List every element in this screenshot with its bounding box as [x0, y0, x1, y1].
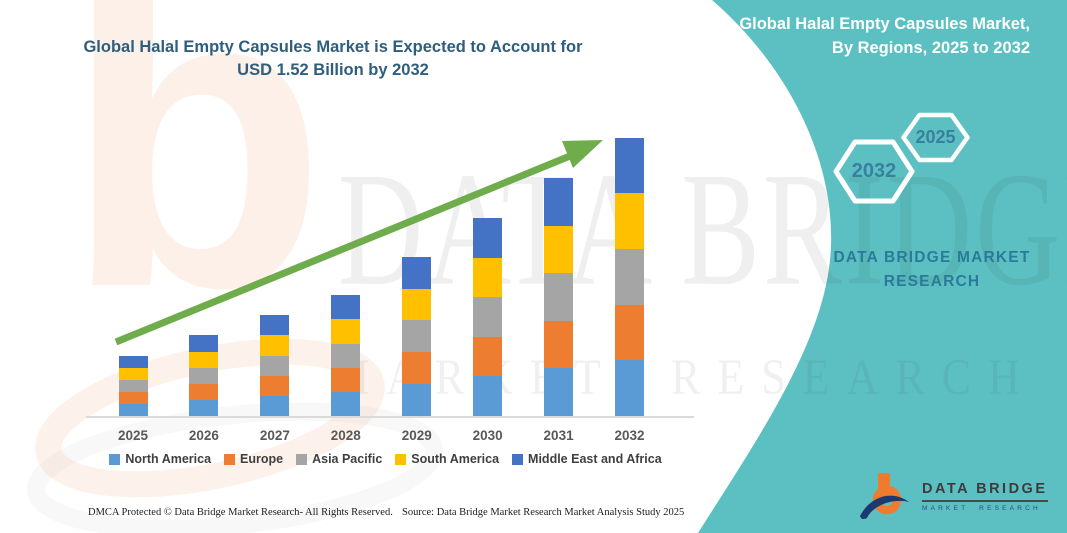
panel-heading: Global Halal Empty Capsules Market, By R…	[690, 12, 1030, 60]
bar-2032-north-america	[615, 360, 644, 416]
bar-2032-south-america	[615, 193, 644, 250]
hexagon-2032-outline	[833, 139, 915, 204]
panel-heading-line2: By Regions, 2025 to 2032	[831, 39, 1030, 57]
x-axis-label-2032: 2032	[614, 428, 645, 443]
teal-panel-shape	[698, 0, 1067, 533]
panel-brand-text: DATA BRIDGE MARKET RESEARCH	[832, 246, 1032, 294]
legend-label: Asia Pacific	[312, 452, 383, 466]
logo-name: DATA BRIDGE	[922, 481, 1048, 502]
legend-swatch	[512, 453, 524, 465]
chart-legend: North America Europe Asia Pacific South Ame…	[73, 452, 698, 466]
bar-2031-europe	[544, 320, 574, 369]
x-axis-label-2025: 2025	[117, 428, 149, 443]
bar-2026-asia-pacific	[189, 367, 219, 384]
legend-swatch	[109, 453, 121, 465]
footer-dmca-text: DMCA Protected © Data Bridge Market Rese…	[88, 507, 393, 518]
chart-title-line1: Global Halal Empty Capsules Market is Ex…	[83, 38, 583, 56]
bar-2026-north-america	[189, 399, 219, 416]
hexagon-2032-label: 2032	[851, 160, 897, 182]
bar-2032-europe	[615, 304, 644, 361]
bar-2032-middle-east-and-africa	[615, 137, 644, 194]
bar-2025-north-america	[118, 403, 148, 416]
bar-2029-north-america	[402, 384, 432, 416]
legend-item-north-america: North America	[109, 452, 211, 466]
bar-2030-north-america	[473, 376, 503, 416]
bar-2027-south-america	[260, 335, 290, 356]
bar-2025-asia-pacific	[118, 379, 148, 392]
bar-2031-north-america	[544, 368, 574, 416]
legend-item-middle-east-and-africa: Middle East and Africa	[512, 452, 662, 466]
bar-2030-europe	[473, 336, 503, 377]
bar-2029-middle-east-and-africa	[402, 256, 432, 289]
bar-2027-middle-east-and-africa	[260, 315, 290, 336]
panel-brand-line2: RESEARCH	[883, 273, 981, 290]
legend-label: North America	[125, 452, 212, 466]
bar-2027-asia-pacific	[260, 355, 290, 376]
trend-arrow-head	[562, 140, 603, 168]
x-axis-label-2029: 2029	[401, 428, 432, 443]
legend-label: South America	[411, 452, 500, 466]
panel-heading-line1: Global Halal Empty Capsules Market,	[739, 15, 1030, 33]
legend-item-asia-pacific: Asia Pacific	[296, 452, 382, 466]
bar-2027-north-america	[260, 395, 290, 416]
x-axis-label-2026: 2026	[188, 428, 219, 443]
legend-swatch	[296, 453, 308, 465]
x-axis-label-2028: 2028	[330, 428, 361, 443]
watermark-databridge-text: DATA BRIDGE	[338, 138, 1067, 320]
hexagon-2025: 2025	[901, 112, 970, 163]
bar-2026-europe	[189, 383, 219, 400]
trend-arrow-line	[114, 152, 572, 346]
hexagon-2025-label: 2025	[915, 127, 956, 147]
watermark-market-research-text: MARKET RESEARCH	[330, 349, 1037, 406]
legend-label: Europe	[240, 452, 284, 466]
databridge-logo-icon	[860, 473, 909, 520]
bar-2028-south-america	[331, 319, 361, 344]
watermark-logo-b: b	[64, 0, 327, 377]
bar-2028-asia-pacific	[331, 343, 361, 368]
bar-2028-middle-east-and-africa	[331, 295, 361, 320]
databridge-logo-text: DATA BRIDGE MARKET RESEARCH	[922, 481, 1048, 512]
bar-2029-asia-pacific	[402, 320, 432, 353]
legend-swatch	[224, 453, 236, 465]
bar-2025-europe	[118, 391, 148, 404]
bar-2030-middle-east-and-africa	[473, 218, 503, 258]
hexagon-2032: 2032	[833, 138, 915, 205]
bar-2030-south-america	[473, 257, 503, 298]
legend-item-europe: Europe	[224, 452, 283, 466]
bar-2029-south-america	[402, 288, 432, 321]
x-axis-label-2030: 2030	[472, 428, 503, 443]
footer-source-text: Source: Data Bridge Market Research Mark…	[402, 507, 685, 518]
watermark-gray-arc	[27, 402, 443, 533]
chart-title: Global Halal Empty Capsules Market is Ex…	[53, 36, 613, 82]
bar-2025-south-america	[118, 367, 148, 380]
hexagon-2025-outline	[901, 112, 970, 163]
x-axis-line	[86, 416, 694, 418]
chart-title-line2: USD 1.52 Billion by 2032	[237, 61, 429, 79]
databridge-logo: DATA BRIDGE MARKET RESEARCH	[856, 468, 1048, 524]
bar-2026-middle-east-and-africa	[189, 335, 219, 352]
bar-2029-europe	[402, 352, 432, 385]
x-axis-label-2027: 2027	[259, 428, 290, 443]
bar-2027-europe	[260, 375, 290, 396]
legend-item-south-america: South America	[395, 452, 499, 466]
bar-2031-middle-east-and-africa	[544, 178, 574, 226]
legend-swatch	[395, 453, 407, 465]
panel-brand-line1: DATA BRIDGE MARKET	[833, 249, 1031, 266]
bar-2030-asia-pacific	[473, 297, 503, 337]
bar-2025-middle-east-and-africa	[118, 355, 148, 368]
logo-subtitle: MARKET RESEARCH	[922, 504, 1041, 512]
bar-2028-north-america	[331, 391, 361, 416]
bar-2028-europe	[331, 367, 361, 392]
x-axis-label-2031: 2031	[543, 428, 574, 443]
legend-label: Middle East and Africa	[528, 452, 662, 466]
bar-2031-asia-pacific	[544, 273, 574, 321]
bar-2032-asia-pacific	[615, 249, 644, 305]
bar-2031-south-america	[544, 225, 574, 274]
bar-2026-south-america	[189, 351, 219, 368]
